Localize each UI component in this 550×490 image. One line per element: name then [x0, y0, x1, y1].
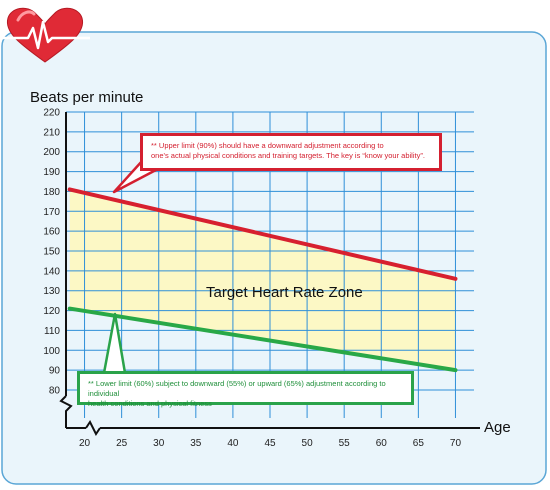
upper-annotation-line1: ** Upper limit (90%) should have a downw…	[151, 141, 384, 150]
y-tick-label-160: 160	[43, 227, 60, 238]
y-tick-label-190: 190	[43, 167, 60, 178]
x-tick-label-55: 55	[339, 438, 351, 449]
y-tick-label-150: 150	[43, 247, 60, 258]
y-tick-label-140: 140	[43, 266, 60, 277]
lower-annotation-line1: ** Lower limit (60%) subject to downward…	[88, 379, 386, 399]
y-tick-label-110: 110	[44, 326, 60, 337]
x-tick-label-45: 45	[264, 438, 276, 449]
x-tick-label-35: 35	[190, 438, 202, 449]
grid-layer	[66, 111, 474, 418]
y-tick-label-120: 120	[43, 306, 60, 317]
x-tick-label-60: 60	[376, 438, 388, 449]
x-tick-label-40: 40	[227, 438, 239, 449]
y-tick-label-180: 180	[43, 187, 60, 198]
y-tick-label-170: 170	[43, 207, 60, 218]
upper-limit-annotation: ** Upper limit (90%) should have a downw…	[140, 133, 442, 171]
y-axis-break	[59, 395, 73, 428]
x-tick-label-50: 50	[302, 438, 314, 449]
heart-ecg-icon	[2, 7, 90, 63]
upper-limit-line	[67, 187, 458, 281]
y-tick-label-200: 200	[43, 147, 60, 158]
y-tick-label-80: 80	[49, 386, 61, 397]
y-axis-title: Beats per minute	[30, 89, 143, 106]
x-axis-title: Age	[484, 419, 511, 436]
axis-layer: 80 90 100 110 120 130 140 150 160 170 180 190 200 210…	[43, 108, 480, 449]
x-tick-label-25: 25	[116, 438, 128, 449]
x-tick-label-70: 70	[450, 438, 462, 449]
upper-annotation-line2: one's actual physical conditions and tra…	[151, 151, 425, 161]
lower-limit-annotation: ** Lower limit (60%) subject to downward…	[77, 371, 414, 408]
y-tick-label-100: 100	[43, 346, 60, 357]
x-axis-break	[85, 420, 101, 436]
y-tick-label-130: 130	[43, 286, 60, 297]
target-zone-fill	[69, 189, 456, 371]
zone-label: Target Heart Rate Zone	[206, 284, 363, 301]
x-tick-label-20: 20	[79, 438, 91, 449]
y-tick-label-210: 210	[43, 127, 60, 138]
target-zone-layer	[69, 189, 456, 371]
x-tick-label-30: 30	[153, 438, 165, 449]
y-tick-label-90: 90	[49, 366, 61, 377]
lower-limit-line	[67, 306, 458, 373]
x-tick-label-65: 65	[413, 438, 425, 449]
y-tick-label-220: 220	[43, 108, 60, 119]
lower-annotation-line2: health conditions and physical fitness	[88, 399, 212, 409]
series-layer	[67, 187, 458, 373]
